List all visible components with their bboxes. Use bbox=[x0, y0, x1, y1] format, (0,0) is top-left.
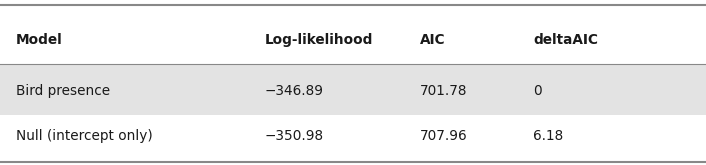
Text: Null (intercept only): Null (intercept only) bbox=[16, 129, 152, 143]
Text: 6.18: 6.18 bbox=[533, 129, 563, 143]
Text: Model: Model bbox=[16, 33, 62, 47]
Text: 707.96: 707.96 bbox=[420, 129, 467, 143]
Text: Log-likelihood: Log-likelihood bbox=[265, 33, 373, 47]
Bar bbox=[0, 64, 706, 115]
Text: 701.78: 701.78 bbox=[420, 84, 467, 98]
Text: 0: 0 bbox=[533, 84, 542, 98]
Text: −346.89: −346.89 bbox=[265, 84, 324, 98]
Text: −350.98: −350.98 bbox=[265, 129, 324, 143]
Text: Bird presence: Bird presence bbox=[16, 84, 109, 98]
Text: deltaAIC: deltaAIC bbox=[533, 33, 598, 47]
Text: AIC: AIC bbox=[420, 33, 445, 47]
